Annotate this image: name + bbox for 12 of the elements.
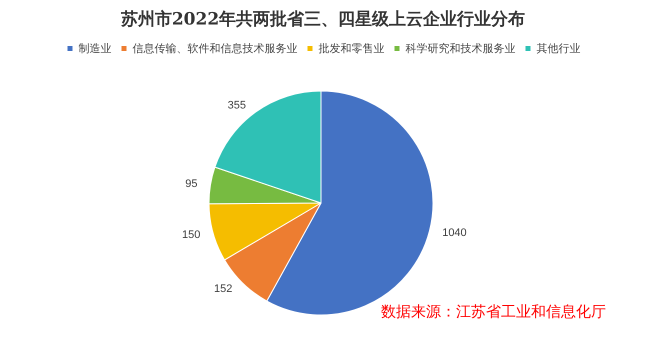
data-label: 150 xyxy=(182,229,200,242)
legend-label: 批发和零售业 xyxy=(318,42,384,55)
data-label: 95 xyxy=(185,178,198,190)
source-note: 数据来源：江苏省工业和信息化厅 xyxy=(381,302,606,320)
legend-label: 信息传输、软件和信息技术服务业 xyxy=(132,42,298,55)
data-label: 152 xyxy=(214,283,232,296)
data-label: 355 xyxy=(228,100,246,112)
data-label: 1040 xyxy=(442,226,467,239)
legend-label: 科学研究和技术服务业 xyxy=(406,42,516,55)
chart-title: 苏州市2022年共两批省三、四星级上云企业行业分布 xyxy=(120,10,526,30)
legend-label: 其他行业 xyxy=(536,42,580,55)
legend-label: 制造业 xyxy=(78,42,112,55)
